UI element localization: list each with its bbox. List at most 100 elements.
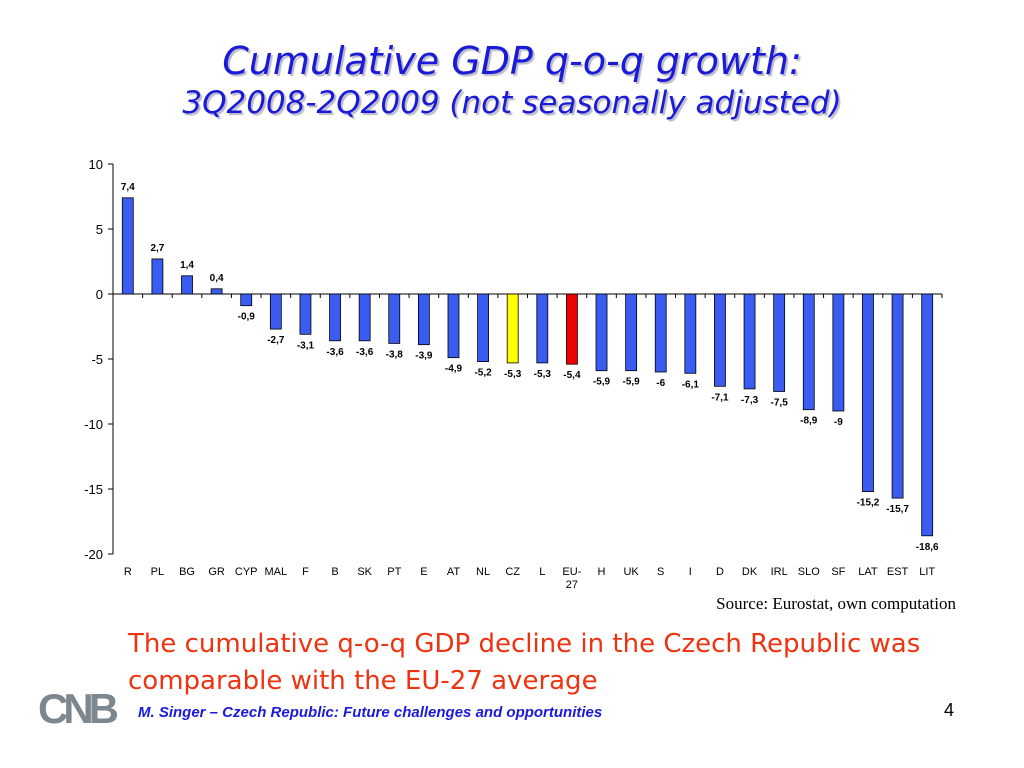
bar-h — [595, 293, 608, 372]
bar-lit — [921, 293, 934, 537]
y-tick-label: 0 — [96, 287, 103, 302]
category-label-pt: PT — [387, 566, 401, 578]
bar-sk — [358, 293, 371, 342]
data-label-sf: -9 — [834, 417, 843, 428]
y-tick-label: -10 — [84, 417, 103, 432]
category-label-cyp: CYP — [235, 566, 258, 578]
bar-d — [714, 293, 726, 387]
data-label-f: -3,1 — [297, 340, 315, 351]
bar-irl — [773, 293, 786, 392]
bar-r — [121, 197, 134, 295]
category-label-l: L — [539, 566, 545, 578]
data-label-s: -6 — [656, 378, 665, 389]
bar-f — [299, 293, 312, 335]
bar-sf — [832, 293, 845, 412]
bar-lat — [862, 293, 874, 493]
title-line-2: 3Q2008-2Q2009 (not seasonally adjusted) — [182, 85, 842, 121]
y-tick-label: -5 — [91, 352, 103, 367]
bar-e — [417, 293, 430, 346]
category-label-dk: DK — [742, 566, 758, 578]
gdp-growth-bar-chart: 10 5 0 -5 -10 -15 -20 7,4 R 2,7 PL 1,4 BG 0,4 GR -0,9 CY… — [84, 157, 943, 591]
data-label-d: -7,1 — [711, 392, 729, 403]
bar-pt — [388, 293, 401, 344]
data-label-irl: -7,5 — [771, 398, 789, 409]
slide-title: Cumulative GDP q-o-q growth: 3Q2008-2Q20… — [0, 38, 1024, 122]
bar-uk — [625, 293, 638, 372]
category-label-r: R — [124, 566, 132, 578]
category-label-i: I — [689, 566, 692, 578]
bar-eu-27 — [566, 293, 578, 365]
data-label-slo: -8,9 — [800, 416, 818, 427]
category-label-cz: CZ — [505, 566, 520, 578]
data-label-eu-27: -5,4 — [563, 370, 581, 381]
bar-pl — [151, 258, 164, 295]
y-tick-label: -20 — [84, 547, 103, 562]
data-label-lit: -18,6 — [916, 542, 939, 553]
category-label-h: H — [598, 566, 606, 578]
page-number: 4 — [944, 700, 955, 720]
conclusion-text: The cumulative q-o-q GDP decline in the … — [128, 629, 921, 696]
category-label-eu-27: EU-27 — [562, 566, 581, 591]
bar-est — [891, 293, 904, 499]
category-label-lat: LAT — [858, 566, 878, 578]
data-label-l: -5,3 — [534, 369, 552, 380]
category-label-irl: IRL — [771, 566, 788, 578]
data-label-dk: -7,3 — [741, 395, 759, 406]
y-tick-label: 5 — [96, 222, 103, 237]
data-label-sk: -3,6 — [356, 347, 374, 358]
data-label-cz: -5,3 — [504, 369, 522, 380]
bar-b — [329, 293, 341, 342]
category-label-est: EST — [887, 566, 909, 578]
bar-dk — [743, 293, 756, 390]
category-label-sk: SK — [357, 566, 372, 578]
data-label-pl: 2,7 — [150, 243, 164, 254]
bar-nl — [477, 293, 489, 362]
data-label-bg: 1,4 — [180, 260, 194, 271]
category-label-d: D — [716, 566, 724, 578]
data-label-est: -15,7 — [886, 504, 909, 515]
bar-cyp — [240, 293, 253, 307]
data-label-h: -5,9 — [593, 377, 611, 388]
category-label-sf: SF — [831, 566, 845, 578]
data-label-pt: -3,8 — [386, 349, 404, 360]
y-tick-label: -15 — [84, 482, 103, 497]
data-label-b: -3,6 — [326, 347, 344, 358]
data-label-gr: 0,4 — [210, 273, 224, 284]
category-label-at: AT — [447, 566, 461, 578]
data-label-mal: -2,7 — [267, 335, 285, 346]
data-label-e: -3,9 — [415, 351, 433, 362]
bar-slo — [802, 293, 815, 411]
bar-i — [684, 293, 697, 374]
category-label-b: B — [331, 566, 338, 578]
category-label-s: S — [657, 566, 664, 578]
category-label-gr: GR — [208, 566, 225, 578]
y-tick-label: 10 — [89, 157, 103, 172]
bar-mal — [269, 293, 282, 330]
data-label-nl: -5,2 — [474, 368, 492, 379]
data-label-at: -4,9 — [445, 364, 463, 375]
category-label-mal: MAL — [265, 566, 288, 578]
bar-l — [536, 293, 549, 364]
category-label-nl: NL — [476, 566, 490, 578]
category-label-e: E — [420, 566, 427, 578]
bar-at — [447, 293, 460, 359]
data-label-uk: -5,9 — [623, 377, 641, 388]
category-label-slo: SLO — [798, 566, 820, 578]
category-label-lit: LIT — [919, 566, 935, 578]
bar-gr — [210, 288, 223, 295]
bar-cz — [506, 293, 519, 364]
data-label-lat: -15,2 — [857, 498, 880, 509]
cnb-logo-text: CNB — [38, 687, 118, 727]
data-label-r: 7,4 — [121, 182, 135, 193]
source-note: Source: Eurostat, own computation — [716, 594, 956, 613]
data-label-i: -6,1 — [682, 379, 700, 390]
category-label-bg: BG — [179, 566, 195, 578]
cnb-logo: CNB — [38, 687, 120, 727]
category-label-uk: UK — [623, 566, 639, 578]
title-line-1: Cumulative GDP q-o-q growth: — [222, 39, 802, 83]
bar-bg — [181, 275, 193, 295]
category-label-pl: PL — [151, 566, 164, 578]
category-label-f: F — [302, 566, 309, 578]
data-label-cyp: -0,9 — [238, 312, 256, 323]
bar-s — [654, 293, 667, 373]
